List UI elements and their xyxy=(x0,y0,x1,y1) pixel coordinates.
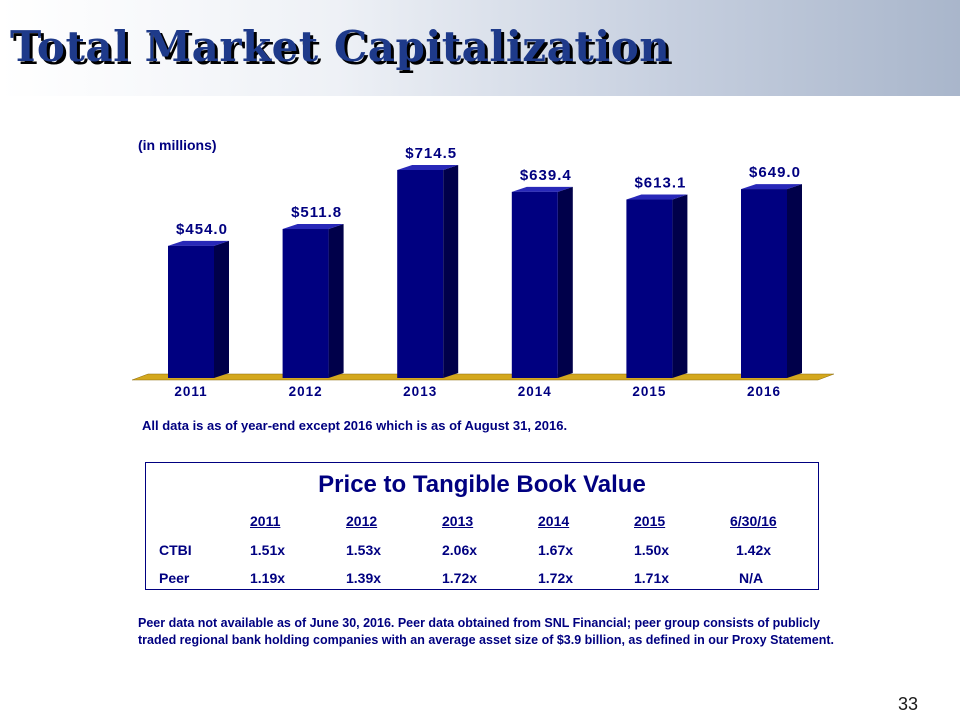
x-tick-label: 2016 xyxy=(747,384,781,399)
x-tick-label: 2014 xyxy=(518,384,552,399)
ptbv-cell: 1.72x xyxy=(442,570,478,586)
bar xyxy=(626,199,673,378)
bar-side xyxy=(672,194,688,378)
as-of-footnote: All data is as of year-end except 2016 w… xyxy=(142,418,568,433)
data-label: $511.8 xyxy=(291,204,342,221)
x-tick-label: 2013 xyxy=(403,384,437,399)
market-cap-chart: $454.0 2011 $511.8 2012 $714.5 2013 $639.4 2014… xyxy=(131,145,835,399)
bar xyxy=(397,170,444,378)
bar-top xyxy=(741,184,802,190)
data-label: $454.0 xyxy=(176,221,228,238)
bar-side xyxy=(214,240,229,378)
ptbv-title: Price to Tangible Book Value xyxy=(318,471,646,498)
ptbv-cell: 1.71x xyxy=(634,570,670,586)
data-label: $613.1 xyxy=(634,175,686,192)
ptbv-cell: N/A xyxy=(739,570,764,586)
chart-floor xyxy=(131,373,835,381)
bar-side xyxy=(557,186,573,378)
data-label: $649.0 xyxy=(749,164,801,181)
ptbv-cell: 1.67x xyxy=(538,542,574,558)
data-label: $639.4 xyxy=(520,167,572,184)
bar-top xyxy=(282,224,344,230)
ptbv-cell: 1.19x xyxy=(250,570,286,586)
bar xyxy=(511,191,558,378)
x-tick-label: 2015 xyxy=(632,384,666,399)
bar-top xyxy=(397,165,459,170)
bar-2014 xyxy=(511,186,573,378)
ptbv-cell: 1.39x xyxy=(346,570,382,586)
x-tick-label: 2011 xyxy=(174,384,207,399)
ptbv-row-label: Peer xyxy=(159,570,190,586)
bar-2016 xyxy=(741,184,802,378)
ptbv-cell: 1.42x xyxy=(736,542,772,558)
bar-side xyxy=(443,165,459,378)
ptbv-col-header: 2015 xyxy=(634,513,666,529)
ptbv-cell: 1.53x xyxy=(346,542,382,558)
x-tick-label: 2012 xyxy=(289,384,323,399)
ptbv-col-header: 6/30/16 xyxy=(730,513,777,529)
bar-side xyxy=(328,224,344,378)
ptbv-cell: 1.51x xyxy=(250,542,286,558)
bar xyxy=(282,229,329,378)
header-band xyxy=(0,0,960,96)
bar xyxy=(741,189,787,378)
ptbv-col-header: 2013 xyxy=(442,513,474,529)
ptbv-row-label: CTBI xyxy=(159,542,192,558)
page-title: Total Market Capitalization xyxy=(10,22,671,71)
peer-footnote: Peer data not available as of June 30, 2… xyxy=(138,616,835,647)
ptbv-cell: 1.50x xyxy=(634,542,670,558)
bar-top xyxy=(511,186,573,192)
bar-2015 xyxy=(626,194,688,378)
ptbv-col-header: 2012 xyxy=(346,513,378,529)
bar-top xyxy=(626,194,688,200)
bar-2013 xyxy=(397,165,459,378)
units-label: (in millions) xyxy=(138,137,217,153)
bar-2011 xyxy=(168,240,229,378)
bar-top xyxy=(168,240,229,246)
ptbv-cell: 2.06x xyxy=(442,542,478,558)
bar-side xyxy=(787,184,802,378)
data-label: $714.5 xyxy=(405,145,457,162)
ptbv-table: Price to Tangible Book Value 2011 2012 2… xyxy=(145,462,819,590)
bar-2012 xyxy=(282,224,344,378)
page-number: 33 xyxy=(897,694,918,714)
ptbv-col-header: 2014 xyxy=(538,513,570,529)
bar xyxy=(168,245,214,378)
ptbv-cell: 1.72x xyxy=(538,570,574,586)
ptbv-col-header: 2011 xyxy=(250,513,281,529)
